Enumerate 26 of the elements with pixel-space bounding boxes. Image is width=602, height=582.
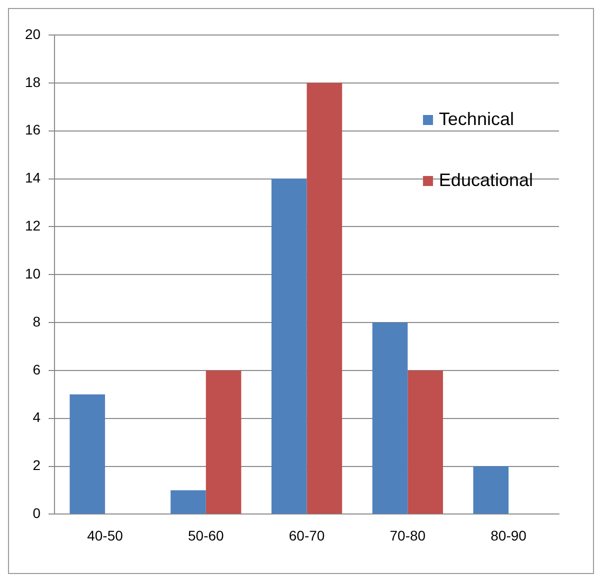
bar	[473, 466, 509, 514]
x-tick-label: 40-50	[87, 527, 124, 544]
bar	[206, 370, 242, 514]
bar	[408, 370, 443, 514]
y-tick-label: 12	[24, 218, 41, 234]
bar	[372, 322, 408, 514]
y-tick-label: 8	[32, 313, 41, 330]
legend-label: Educational	[438, 170, 533, 191]
bar	[70, 394, 106, 514]
y-tick-label: 18	[24, 74, 41, 90]
y-tick-label: 16	[24, 122, 41, 138]
y-tick-label: 10	[24, 265, 41, 282]
y-tick-label: 2	[32, 457, 41, 474]
y-tick-label: 6	[32, 361, 41, 378]
bar	[271, 178, 307, 514]
y-tick-label: 14	[24, 170, 41, 186]
y-tick-label: 0	[32, 505, 41, 522]
x-tick-label: 50-60	[188, 527, 224, 544]
bar	[306, 82, 342, 514]
legend-label: Technical	[438, 109, 514, 130]
y-tick-label: 20	[24, 26, 41, 42]
x-tick-label: 60-70	[288, 527, 325, 544]
x-tick-label: 70-80	[390, 527, 426, 544]
x-tick-label: 80-90	[490, 527, 527, 544]
y-tick-label: 4	[32, 409, 41, 426]
bar	[170, 490, 206, 514]
